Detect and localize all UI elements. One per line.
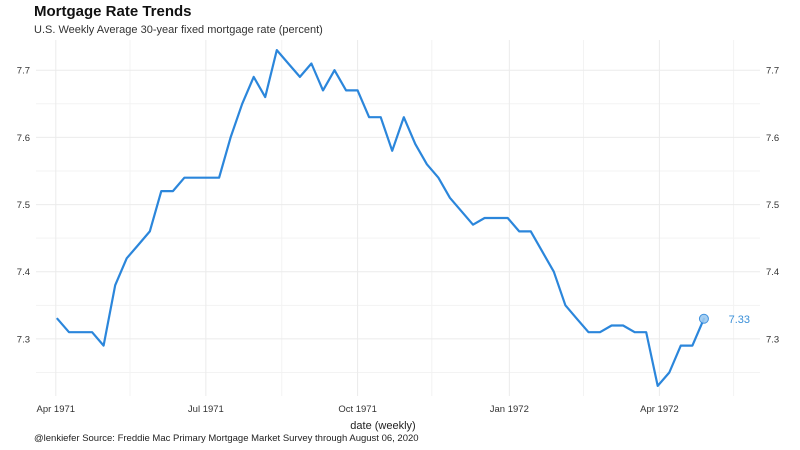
x-axis-title: date (weekly): [350, 420, 415, 432]
chart-title: Mortgage Rate Trends: [34, 3, 192, 20]
end-point-marker: [698, 313, 709, 324]
rate-line: [56, 48, 706, 387]
source-caption: @lenkiefer Source: Freddie Mac Primary M…: [34, 433, 419, 444]
y-tick-label-left: 7.4: [17, 267, 30, 278]
x-tick-label: Apr 1971: [37, 404, 76, 415]
x-tick-label: Apr 1972: [640, 404, 679, 415]
y-tick-label-right: 7.6: [766, 133, 779, 144]
y-tick-label-left: 7.3: [17, 334, 30, 345]
minor-gridlines: [36, 40, 760, 396]
y-tick-label-left: 7.5: [17, 200, 30, 211]
x-tick-label: Jul 1971: [188, 404, 224, 415]
y-tick-label-left: 7.6: [17, 133, 30, 144]
chart-subtitle: U.S. Weekly Average 30-year fixed mortga…: [34, 24, 323, 36]
tick-labels: 7.3 7.3 7.4 7.4 7.5 7.5 7.6 7.6 7.7 7.7 Apr 1971 Ju…: [17, 66, 779, 415]
series-layer: [56, 48, 709, 387]
major-gridlines: [36, 40, 760, 396]
x-tick-label: Jan 1972: [490, 404, 529, 415]
y-tick-label-right: 7.4: [766, 267, 779, 278]
y-tick-label-right: 7.3: [766, 334, 779, 345]
y-tick-label-left: 7.7: [17, 66, 30, 77]
x-tick-label: Oct 1971: [338, 404, 377, 415]
end-value-label: 7.33: [729, 314, 750, 326]
y-tick-label-right: 7.7: [766, 66, 779, 77]
y-tick-label-right: 7.5: [766, 200, 779, 211]
